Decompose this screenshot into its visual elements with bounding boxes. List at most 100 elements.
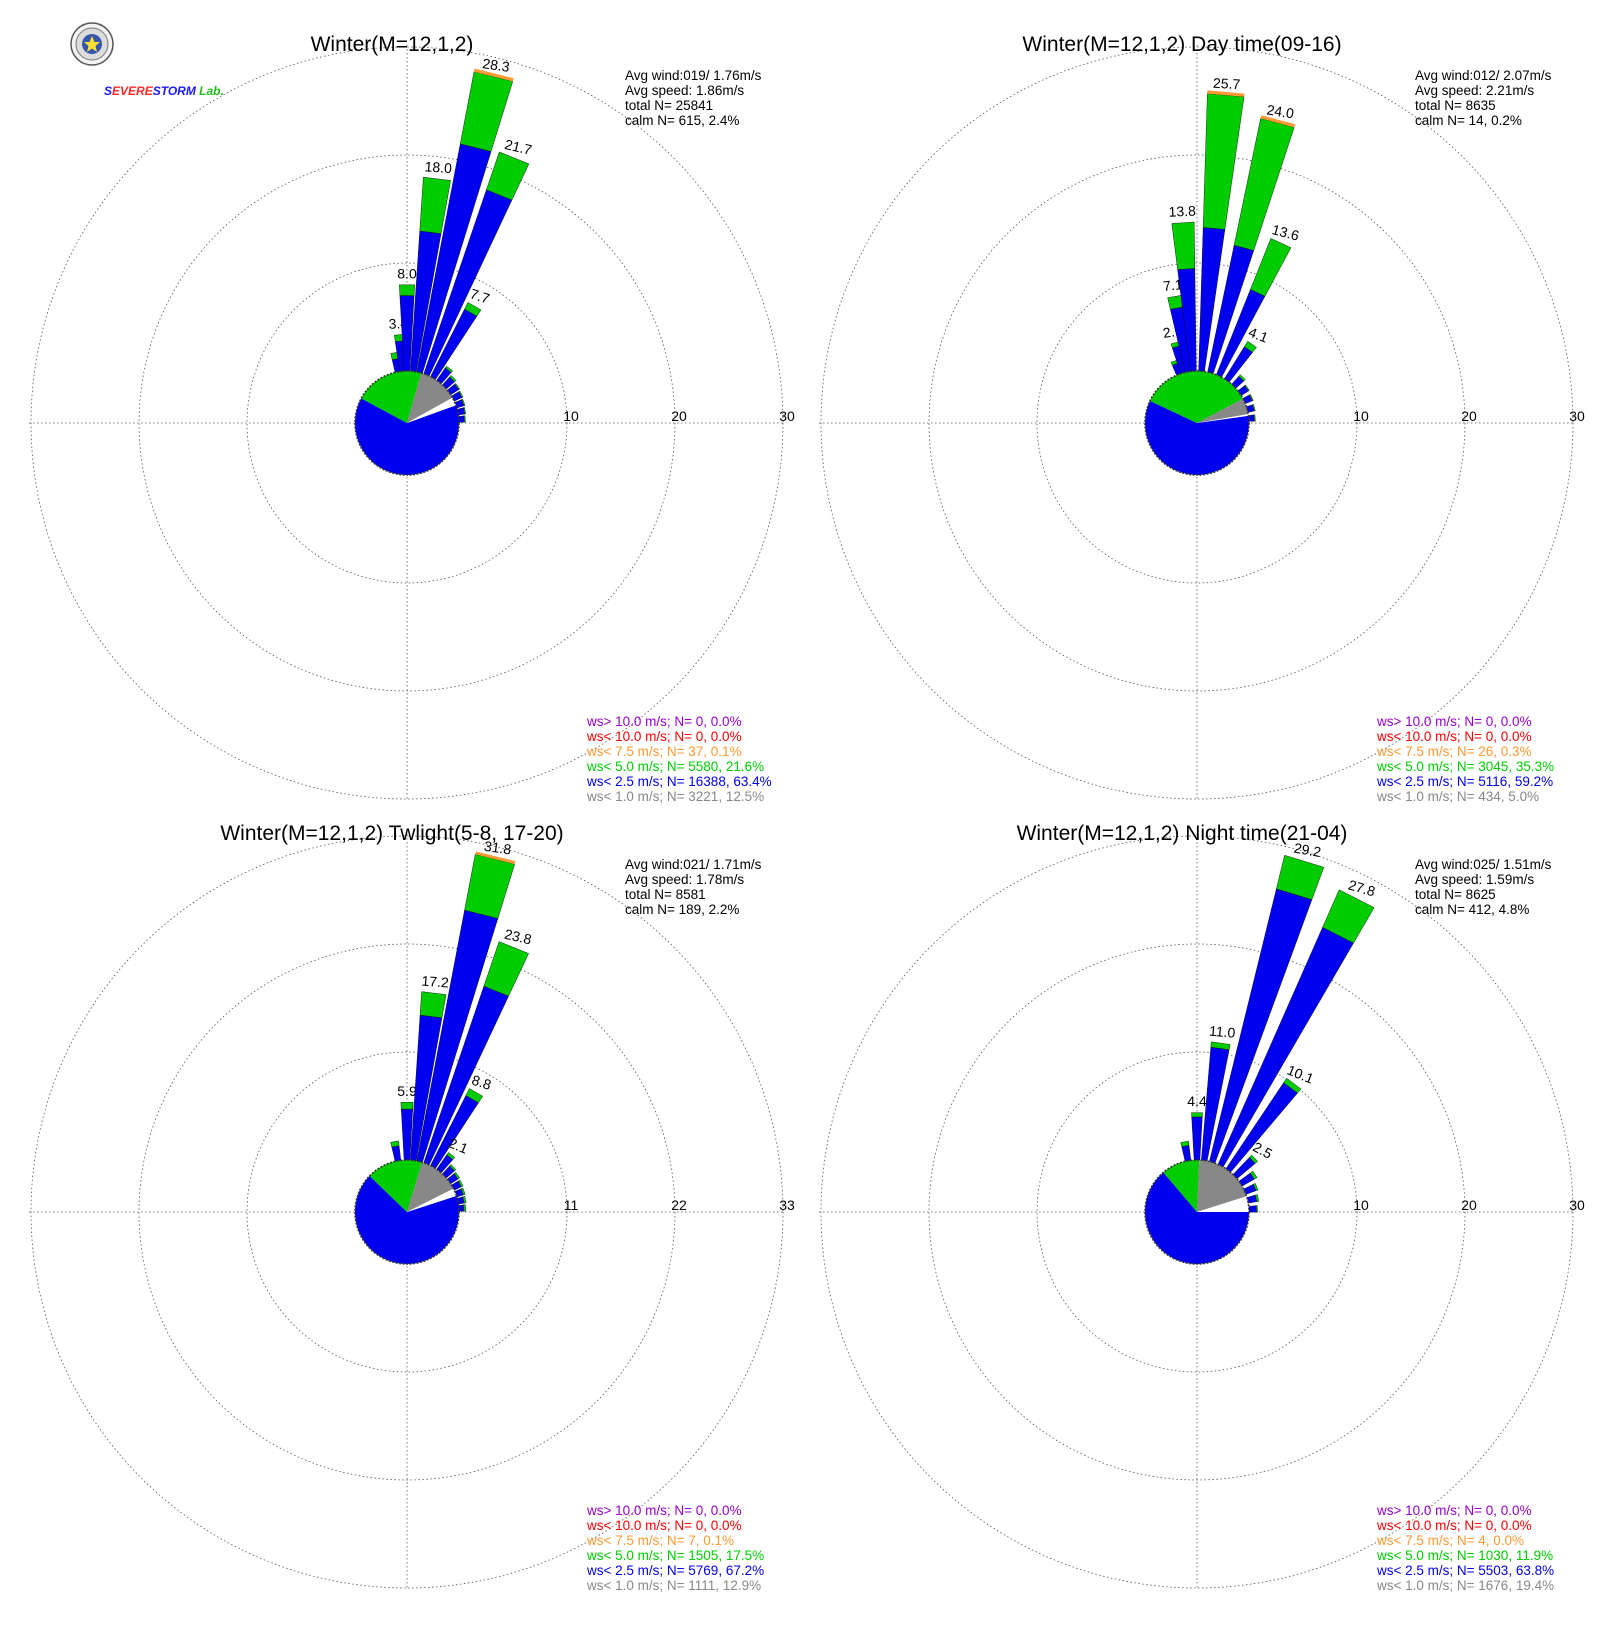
calm-circle — [1144, 1159, 1250, 1265]
bar-value-label: 4.1 — [1246, 324, 1270, 346]
bar-segment-green — [446, 1152, 456, 1160]
calm-pie-slice — [1149, 371, 1243, 423]
legend-entry: ws< 7.5 m/s; N= 4, 0.0% — [1376, 1533, 1524, 1548]
calm-pie-slice — [1163, 1160, 1200, 1212]
bar-segment-green — [419, 176, 451, 234]
bar-value-label: 31.8 — [483, 838, 513, 858]
grid-ring — [246, 1051, 568, 1373]
stats-line: Avg wind:021/ 1.71m/s — [625, 857, 762, 872]
bar-segment-green — [449, 375, 457, 383]
bar-segment-green — [1252, 404, 1256, 412]
bar-value-label: 28.3 — [481, 55, 511, 75]
bar-value-label: 2.1 — [446, 1135, 470, 1157]
bar-segment-blue — [1191, 1116, 1203, 1161]
seal-icon — [70, 22, 114, 66]
bar-value-label: 18.0 — [424, 158, 453, 176]
calm-pie-slice — [407, 397, 456, 423]
calm-pie-slice — [1145, 400, 1249, 475]
chart-title: Winter(M=12,1,2) — [311, 33, 474, 56]
bar-segment-green — [1244, 384, 1250, 392]
stats-line: total N= 8625 — [1415, 887, 1496, 902]
stats-line: Avg speed: 1.78m/s — [625, 872, 744, 887]
ring-label: 33 — [779, 1197, 795, 1213]
grid-ring — [138, 943, 676, 1481]
legend-entry: ws< 1.0 m/s; N= 1676, 19.4% — [1376, 1578, 1554, 1593]
bar-segment-blue — [1181, 1145, 1192, 1162]
bar-segment-green — [463, 415, 466, 423]
calm-pie-slice — [1145, 1172, 1250, 1265]
bar-segment-green — [461, 398, 466, 407]
calm-circle — [354, 1159, 460, 1265]
calm-pie-slice — [369, 1160, 423, 1212]
grid-ring — [138, 154, 676, 692]
stats-line: total N= 8581 — [625, 887, 706, 902]
bar-segment-orange — [475, 851, 516, 865]
bar-segment-orange — [1260, 115, 1296, 128]
legend-entry: ws> 10.0 m/s; N= 0, 0.0% — [586, 1503, 742, 1518]
logo-word-severe: EVERE — [112, 84, 153, 98]
legend-entry: ws< 7.5 m/s; N= 7, 0.1% — [586, 1533, 734, 1548]
bar-segment-green — [460, 1187, 466, 1196]
ring-label: 10 — [1353, 1197, 1369, 1213]
bar-value-label: 13.6 — [1270, 221, 1301, 244]
bar-segment-orange — [474, 68, 514, 82]
bar-value-label: 24.0 — [1266, 101, 1296, 121]
grid-ring — [928, 154, 1466, 692]
bar-segment-green — [1256, 1205, 1258, 1213]
stats-line: total N= 8635 — [1415, 98, 1496, 113]
logo-word-lab: Lab. — [195, 84, 224, 98]
ring-label: 30 — [1569, 408, 1585, 424]
grid-ring — [246, 262, 568, 584]
bar-segment-green — [464, 302, 482, 317]
legend-entry: ws< 7.5 m/s; N= 37, 0.1% — [586, 744, 742, 759]
bar-segment-green — [1253, 1183, 1259, 1191]
bar-segment-green — [453, 1172, 461, 1180]
bar-value-label: 13.8 — [1168, 203, 1196, 220]
bar-segment-green — [1167, 294, 1184, 310]
stats-line: calm N= 14, 0.2% — [1415, 113, 1522, 128]
bar-segment-green — [1249, 1154, 1258, 1164]
ring-label: 30 — [1569, 1197, 1585, 1213]
legend-entry: ws> 10.0 m/s; N= 0, 0.0% — [1376, 714, 1532, 729]
stats-line: Avg wind:012/ 2.07m/s — [1415, 68, 1552, 83]
bar-segment-green — [458, 390, 464, 398]
ring-label: 22 — [671, 1197, 687, 1213]
calm-circle — [354, 370, 460, 476]
legend-entry: ws< 5.0 m/s; N= 3045, 35.3% — [1376, 759, 1554, 774]
bar-segment-green — [399, 284, 415, 296]
grid-ring — [30, 835, 784, 1589]
bar-segment-green — [463, 407, 467, 415]
bar-segment-green — [1210, 1041, 1231, 1050]
ring-label: 30 — [779, 408, 795, 424]
calm-pie-slice — [1197, 414, 1249, 423]
legend-entry: ws< 5.0 m/s; N= 5580, 21.6% — [586, 759, 764, 774]
ring-label: 20 — [671, 408, 687, 424]
stats-line: Avg wind:025/ 1.51m/s — [1415, 857, 1552, 872]
bar-value-label: 29.2 — [1293, 840, 1323, 861]
bar-segment-green — [483, 941, 529, 997]
chart-title: Winter(M=12,1,2) Twlight(5-8, 17-20) — [220, 822, 563, 845]
bar-value-label: 27.8 — [1346, 877, 1377, 900]
bar-value-label: 7.7 — [468, 285, 492, 306]
grid-ring — [820, 46, 1574, 800]
ring-label: 10 — [1353, 408, 1369, 424]
bar-value-label: 21.7 — [503, 136, 533, 158]
legend-entry: ws< 1.0 m/s; N= 3221, 12.5% — [586, 789, 764, 804]
bar-segment-green — [1322, 889, 1375, 944]
ring-label: 11 — [564, 1197, 579, 1213]
legend-entry: ws< 2.5 m/s; N= 16388, 63.4% — [586, 774, 772, 789]
legend-entry: ws< 10.0 m/s; N= 0, 0.0% — [1376, 1518, 1532, 1533]
legend-entry: ws< 2.5 m/s; N= 5769, 67.2% — [586, 1563, 764, 1578]
bar-value-label: 25.7 — [1213, 75, 1241, 92]
bar-segment-orange — [1207, 90, 1245, 97]
bar-segment-green — [400, 1102, 414, 1110]
bar-value-label: 4.4 — [1187, 1093, 1207, 1109]
stats-line: Avg wind:019/ 1.76m/s — [625, 68, 762, 83]
bar-value-label: 23.8 — [503, 926, 533, 948]
bar-segment-green — [1283, 1077, 1302, 1094]
calm-pie-slice — [407, 1162, 454, 1212]
legend-entry: ws< 2.5 m/s; N= 5116, 59.2% — [1376, 774, 1553, 789]
logo-word-storm: STORM — [152, 84, 196, 98]
bar-segment-green — [1244, 340, 1257, 353]
